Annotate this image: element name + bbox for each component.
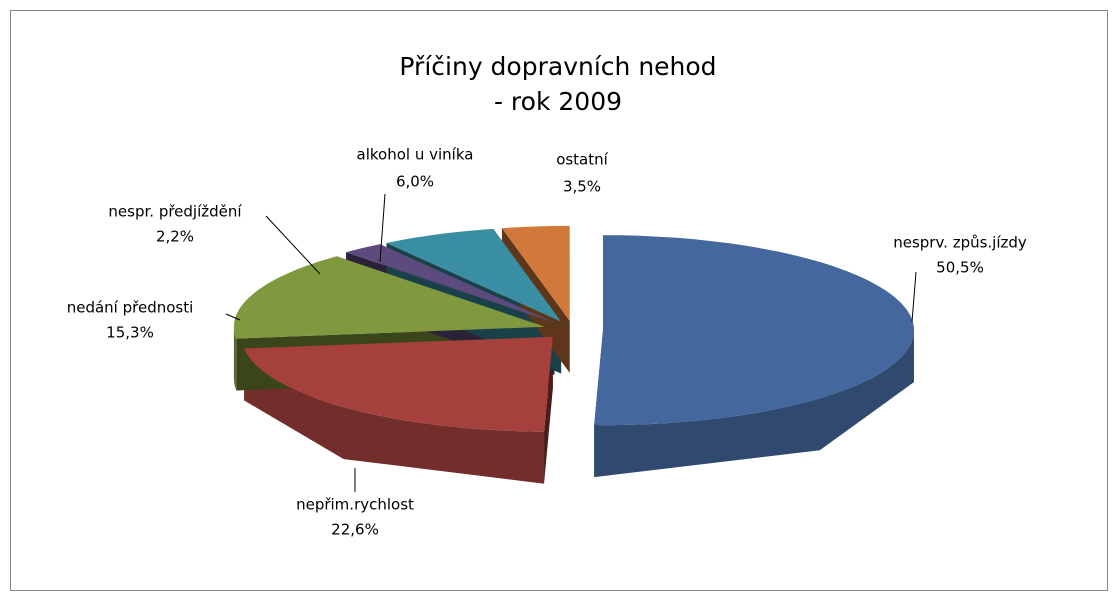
value-label: 2,2% — [156, 228, 194, 246]
slice-tops — [233, 225, 914, 432]
slice — [244, 336, 553, 432]
labels: nesprv. způs.jízdy 50,5% nepřim.rychlost 22… — [67, 146, 1027, 539]
category-label: alkohol u viníka — [357, 146, 474, 164]
value-label: 50,5% — [936, 259, 984, 277]
chart-subtitle: - rok 2009 — [494, 87, 622, 116]
leader-line — [379, 193, 386, 263]
slice — [346, 244, 555, 323]
category-label: nespr. předjíždění — [108, 203, 242, 221]
category-label: ostatní — [556, 151, 608, 169]
value-label: 15,3% — [106, 324, 154, 342]
leader-line — [911, 271, 917, 323]
slice — [386, 228, 562, 322]
slice — [594, 235, 914, 426]
value-label: 3,5% — [563, 178, 601, 196]
leader-line — [225, 313, 241, 321]
value-label: 22,6% — [331, 521, 379, 539]
slice — [501, 225, 570, 321]
category-label: nepřim.rychlost — [296, 496, 414, 514]
value-label: 6,0% — [396, 173, 434, 191]
slice-side — [244, 348, 544, 484]
slice-side — [233, 326, 237, 391]
slice — [233, 256, 545, 339]
category-label: nesprv. způs.jízdy — [893, 234, 1027, 252]
category-label: nedání přednosti — [67, 299, 194, 317]
chart-title: Příčiny dopravních nehod — [399, 52, 716, 81]
leader-line — [265, 215, 321, 275]
slice-side — [594, 330, 914, 478]
